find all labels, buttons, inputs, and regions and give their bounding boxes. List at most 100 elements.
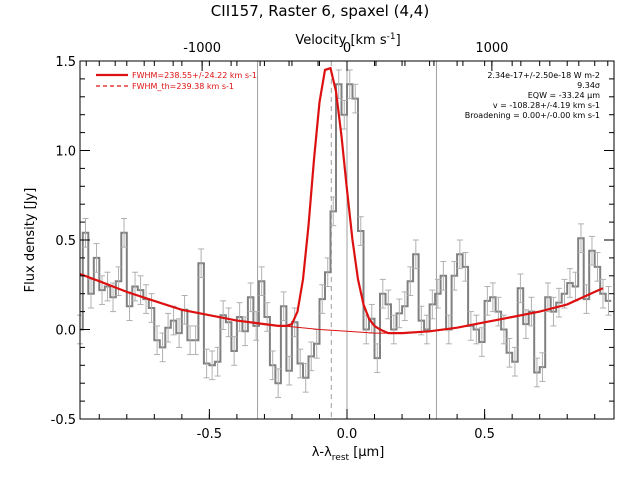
error-bar-35 (269, 350, 276, 381)
error-bar-24 (209, 350, 216, 381)
top-tick-label: -1000 (183, 41, 221, 56)
error-bar-62 (418, 305, 425, 336)
error-bar-16 (165, 312, 172, 343)
y-axis-label: Flux density [Jy] (23, 188, 38, 293)
error-bar-49 (346, 69, 353, 100)
error-bar-77 (500, 314, 507, 345)
fit-th-curve (79, 67, 604, 334)
error-bar-87 (555, 287, 562, 318)
error-bar-23 (203, 348, 210, 379)
error-bar-8 (121, 218, 128, 248)
legend-label-0: FWHM=238.55+/-24.22 km s-1 (132, 71, 257, 80)
error-bar-63 (423, 314, 430, 345)
chart-title: CII157, Raster 6, spaxel (4,4) (211, 2, 429, 20)
error-bar-15 (159, 332, 166, 363)
error-bar-54 (374, 343, 381, 373)
error-bar-72 (473, 314, 480, 345)
error-bar-14 (154, 325, 161, 356)
error-bar-92 (583, 284, 590, 314)
error-bar-25 (214, 346, 221, 377)
error-bar-37 (280, 291, 287, 322)
legend: FWHM=238.55+/-24.22 km s-1 FWHM_th=239.38… (96, 71, 257, 91)
error-bar-3 (93, 243, 100, 273)
y-tick-label: 0.0 (55, 324, 76, 339)
error-bar-48 (341, 99, 348, 130)
error-bar-33 (258, 266, 265, 296)
top-axis-label: Velocity [km s-1] (295, 32, 400, 48)
error-bar-73 (478, 327, 485, 357)
y-tick-label: 1.0 (55, 145, 76, 160)
error-bar-27 (225, 307, 232, 338)
x-axis-label: λ-λrest [μm] (312, 445, 385, 463)
error-bar-21 (192, 325, 199, 356)
error-bar-13 (148, 293, 155, 323)
data-step-line (80, 83, 612, 385)
error-bar-31 (247, 282, 254, 313)
y-tick-label: 1.5 (55, 55, 76, 70)
error-bar-51 (357, 216, 364, 246)
error-bar-6 (110, 282, 117, 313)
error-bar-20 (187, 325, 194, 356)
plot-layer (77, 61, 612, 419)
error-bar-36 (275, 368, 282, 399)
error-bar-79 (511, 346, 518, 377)
y-tick-label: 0.5 (55, 234, 76, 249)
error-bar-68 (451, 260, 458, 291)
error-bar-7 (115, 266, 122, 296)
error-bar-91 (577, 223, 584, 254)
error-bar-42 (308, 341, 315, 372)
error-bar-44 (319, 284, 326, 314)
error-bar-84 (539, 352, 546, 382)
error-bar-94 (594, 252, 601, 282)
error-bar-5 (104, 271, 111, 302)
error-bar-38 (286, 355, 293, 386)
error-bar-89 (566, 268, 573, 298)
error-bar-18 (176, 318, 183, 348)
error-bar-46 (330, 196, 337, 227)
error-bar-22 (198, 248, 205, 279)
error-bar-34 (264, 302, 271, 332)
error-bar-40 (297, 348, 304, 379)
error-bar-95 (599, 278, 606, 309)
error-bar-76 (495, 296, 502, 327)
error-bar-85 (544, 282, 551, 313)
error-bar-64 (429, 289, 436, 320)
axis-layer: -0.5 0.0 0.5 -1000 0 1000 -0.5 0.0 0.5 1.0 1.5 (51, 41, 615, 442)
error-bar-83 (533, 357, 540, 388)
error-bar-1 (82, 218, 89, 248)
error-bar-59 (401, 291, 408, 322)
error-bar-10 (132, 271, 139, 302)
error-bar-80 (517, 273, 524, 304)
top-tick-label: 1000 (475, 41, 508, 56)
error-bar-66 (440, 260, 447, 291)
error-bar-50 (352, 83, 359, 114)
error-bar-65 (434, 278, 441, 309)
error-bar-28 (231, 336, 238, 366)
x-tick-label: 0.5 (474, 427, 495, 442)
error-bar-69 (456, 239, 463, 270)
legend-label-1: FWHM_th=239.38 km s-1 (132, 82, 234, 91)
annotation-3: v = -108.28+/-4.19 km s-1 (493, 101, 600, 110)
annotation-4: Broadening = 0.00+/-0.00 km s-1 (465, 111, 600, 120)
error-bar-56 (385, 289, 392, 320)
error-bar-70 (462, 252, 469, 282)
error-bar-57 (390, 314, 397, 345)
y-tick-label: -0.5 (51, 413, 76, 428)
error-bar-39 (291, 307, 298, 338)
error-bar-82 (528, 296, 535, 327)
error-bar-29 (236, 302, 243, 332)
error-bar-45 (324, 257, 331, 288)
error-bar-96 (605, 286, 612, 316)
error-bar-75 (489, 282, 496, 313)
error-bar-78 (506, 337, 513, 368)
error-bar-93 (588, 235, 595, 266)
top-tick-label: 0 (343, 41, 351, 56)
error-bar-86 (550, 296, 557, 327)
x-tick-label: -0.5 (197, 427, 222, 442)
error-bar-55 (379, 278, 386, 309)
error-bar-61 (412, 239, 419, 270)
error-bar-88 (561, 278, 568, 309)
